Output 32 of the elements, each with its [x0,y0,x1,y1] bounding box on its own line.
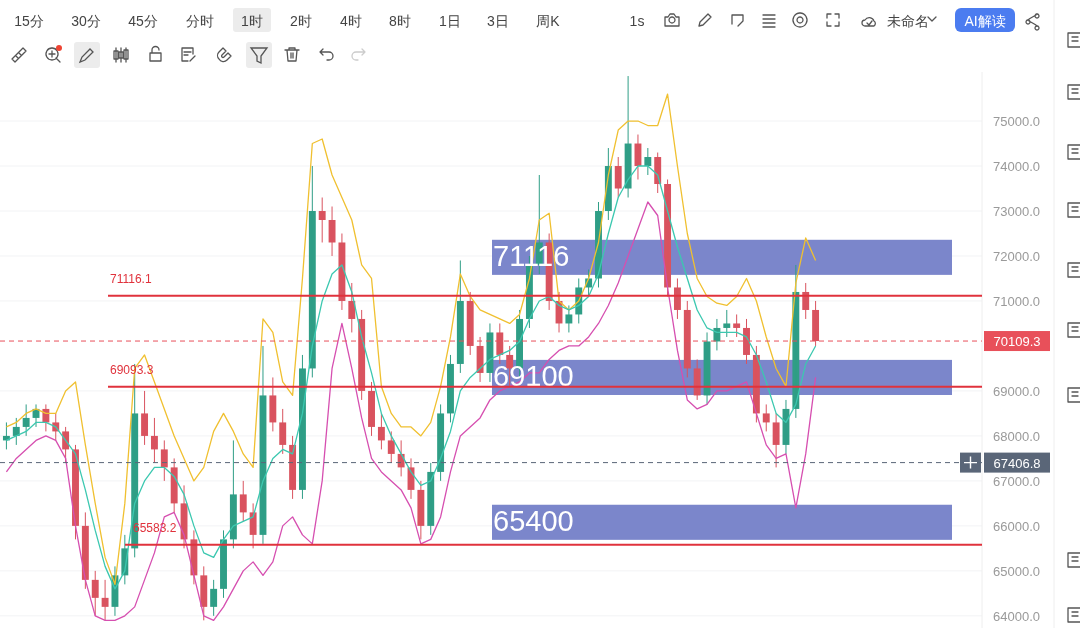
band-label: 65400 [493,505,574,538]
text: 2时 [290,13,312,29]
text: 8时 [389,13,411,29]
y-tick-label: 66000.0 [993,518,1040,534]
text: 30分 [71,13,101,29]
y-tick-label: 64000.0 [993,608,1040,624]
ref-line-label: 67406.8 [993,455,1041,471]
candlestick [733,313,741,338]
text: AI解读 [964,13,1006,29]
y-tick-label: 71000.0 [993,293,1040,309]
text: 4时 [340,13,362,29]
ref-line-label: 70109.3 [993,334,1041,350]
text: 周K [536,13,561,29]
y-tick-label: 67000.0 [993,473,1040,489]
y-tick-label: 73000.0 [993,203,1040,219]
line-series [5,93,817,586]
y-tick-label: 68000.0 [993,428,1040,444]
text: 1时 [241,13,263,29]
text: 45分 [128,13,158,29]
text: 3日 [487,13,509,29]
y-tick-label: 75000.0 [993,113,1040,129]
text: 1s [629,13,645,29]
y-tick-label: 65000.0 [993,563,1040,579]
candlestick [723,309,731,338]
text: 未命名 [887,13,929,29]
y-tick-label: 69000.0 [993,383,1040,399]
text: 分时 [186,13,214,29]
text: 15分 [14,13,44,29]
ref-line-label: 71116.1 [110,271,152,286]
text: 1日 [439,13,461,29]
y-tick-label: 74000.0 [993,158,1040,174]
y-tick-label: 72000.0 [993,248,1040,264]
